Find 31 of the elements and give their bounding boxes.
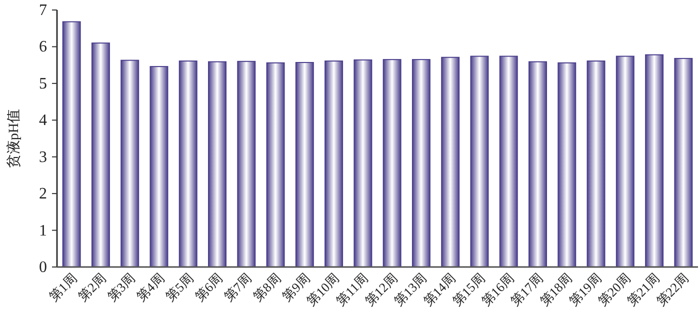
y-tick-label: 3 <box>39 148 47 166</box>
bar <box>354 59 372 268</box>
y-tick-label: 2 <box>39 186 47 203</box>
bar <box>616 56 634 268</box>
bar <box>237 60 256 268</box>
bar <box>150 66 168 268</box>
y-tick-label: 7 <box>39 2 47 19</box>
y-axis-title: 贫液pH值 <box>6 108 22 168</box>
bar <box>382 59 402 268</box>
bar <box>324 60 344 268</box>
y-tick-label: 5 <box>39 75 47 92</box>
y-tick-label: 6 <box>39 38 47 56</box>
y-tick-label: 0 <box>39 259 47 276</box>
bar <box>91 42 110 268</box>
bar <box>412 59 430 268</box>
bar <box>62 21 81 268</box>
bar <box>178 60 198 268</box>
bar <box>266 62 285 268</box>
bar <box>558 62 576 268</box>
y-tick-label: 4 <box>39 112 47 130</box>
bar <box>470 56 489 268</box>
bar <box>586 60 606 268</box>
y-tick-label: 1 <box>39 222 47 240</box>
bar <box>499 56 518 268</box>
bar <box>528 61 547 268</box>
bar <box>120 60 140 268</box>
bar <box>208 61 226 268</box>
bar <box>674 58 693 268</box>
bar <box>645 54 664 268</box>
bar <box>295 62 314 268</box>
bar <box>441 56 460 268</box>
